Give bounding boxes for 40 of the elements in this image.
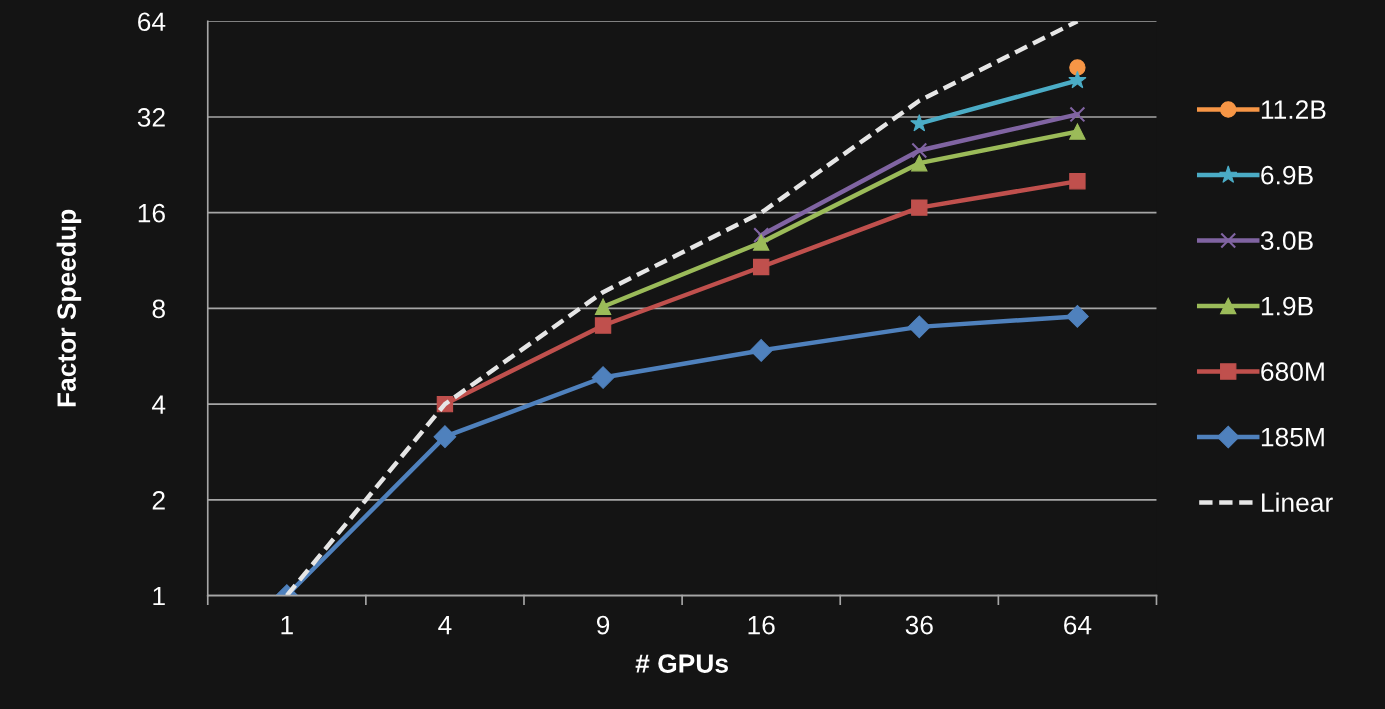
legend-label: Linear [1262,492,1333,513]
point [1069,59,1086,76]
point [749,339,773,362]
y-tick-label: 32 [137,108,165,127]
x-axis-title: # GPUs [635,654,728,673]
point [911,199,928,216]
x-tick-label: 1 [281,615,293,635]
legend-label: 680M [1261,362,1324,381]
point [594,317,612,334]
y-tick-label: 64 [138,12,166,32]
point [752,234,770,251]
x-tick-label: 9 [596,615,610,635]
x-tick-label: 16 [748,615,775,635]
legend-label: 185M [1261,427,1324,447]
y-tick-label: 4 [152,395,166,414]
point [1069,173,1086,190]
x-tick-label: 64 [1064,615,1092,635]
point [1068,70,1087,89]
legend-label: 6.9B [1261,165,1313,185]
point [591,366,615,389]
x-tick-label: 4 [438,615,452,635]
legend-label: 11.2B [1261,100,1326,119]
point [907,315,931,339]
point [911,142,928,159]
point [594,298,612,315]
point [752,258,770,276]
legend-label: 1.9B [1261,296,1313,316]
y-tick-label: 1 [153,586,165,606]
point [911,154,928,172]
point [1069,106,1086,123]
point [1069,123,1086,140]
y-tick-label: 2 [152,490,165,510]
x-tick-label: 36 [905,615,933,635]
point [753,227,770,244]
y-axis-title: Factor Speedup [56,209,82,407]
point [1066,305,1089,328]
y-tick-label: 16 [138,203,165,223]
y-tick-label: 8 [152,299,165,319]
legend-label: 3.0B [1260,231,1313,250]
point [433,425,457,449]
